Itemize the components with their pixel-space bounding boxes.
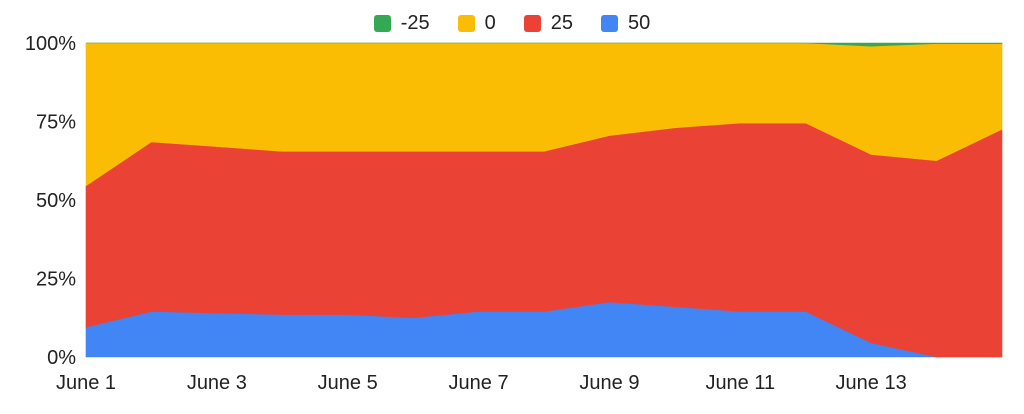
legend-swatch: [457, 14, 475, 32]
x-tick-label: June 9: [579, 372, 639, 394]
y-tick-label: 25%: [36, 269, 76, 291]
legend-item-0: 0: [457, 11, 496, 35]
legend-swatch: [601, 14, 619, 32]
legend-label: 25: [550, 11, 574, 34]
x-tick-label: June 5: [318, 372, 378, 394]
legend-item--25: -25: [373, 11, 430, 35]
legend-item-25: 25: [523, 11, 574, 35]
x-axis: June 1 June 3 June 5 June 7 June 9 June 11 Jun…: [56, 372, 907, 394]
legend-label: 0: [484, 11, 496, 34]
legend-swatch: [523, 14, 541, 32]
x-tick-label: June 7: [449, 372, 509, 394]
legend-label: 50: [628, 11, 651, 34]
legend: -25 0 25 50: [0, 8, 1024, 38]
legend-swatch: [373, 14, 391, 32]
x-tick-label: June 11: [705, 372, 775, 394]
legend-label: -25: [400, 11, 430, 34]
y-tick-label: 100%: [25, 33, 76, 55]
x-tick-label: June 13: [836, 372, 907, 394]
y-tick-label: 75%: [36, 112, 76, 134]
plot-area: [85, 42, 1003, 358]
x-tick-label: June 1: [56, 372, 116, 394]
y-tick-label: 0%: [47, 347, 76, 369]
x-tick-label: June 3: [187, 372, 247, 394]
y-axis: 0% 25% 50% 75% 100%: [25, 33, 76, 369]
area-series--25: [86, 42, 1003, 47]
y-tick-label: 50%: [36, 190, 76, 212]
legend-item-50: 50: [601, 12, 650, 35]
